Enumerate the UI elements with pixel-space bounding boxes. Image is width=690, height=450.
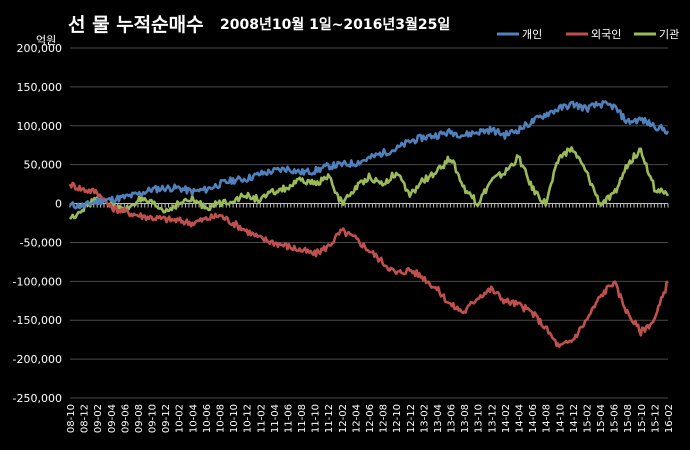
x-tick-label: 09-02 [93,404,104,433]
x-tick-label: 15-04 [596,404,607,433]
x-tick-label: 13-06 [447,404,458,433]
x-tick-label: 13-08 [460,404,471,433]
x-tick-label: 08-12 [80,404,91,433]
y-tick-label: 50,000 [24,159,63,172]
y-tick-label: 0 [55,198,62,211]
x-tick-label: 11-12 [324,404,335,433]
plot-lines [68,100,670,348]
x-tick-label: 12-06 [365,404,376,433]
x-tick-label: 10-04 [188,404,199,433]
x-tick-label: 15-12 [650,404,661,433]
x-tick-label: 13-10 [474,404,485,433]
x-tick-label: 10-02 [175,404,186,433]
series-line-3 [68,146,670,220]
x-tick-label: 11-06 [283,404,294,433]
series-line-2 [68,181,669,348]
x-axis-ticks [69,203,669,208]
x-tick-label: 10-06 [202,404,213,433]
y-tick-label: -150,000 [13,314,62,327]
x-tick-label: 15-08 [623,404,634,433]
x-tick-label: 14-04 [515,404,526,433]
x-tick-label: 09-10 [148,404,159,433]
x-tick-label: 14-08 [542,404,553,433]
x-tick-label: 12-12 [406,404,417,433]
y-tick-label: -250,000 [13,392,62,405]
x-tick-label: 14-02 [501,404,512,433]
x-tick-label: 15-02 [582,404,593,433]
x-tick-label: 09-06 [120,404,131,433]
x-axis: 08-10 08-12 09-02 09-04 09-06 09-08 09-10 09-12… [66,404,675,433]
x-tick-label: 16-02 [664,404,675,433]
y-tick-label: -50,000 [20,236,62,249]
x-tick-label: 13-02 [419,404,430,433]
x-tick-label: 14-06 [528,404,539,433]
x-tick-label: 13-12 [487,404,498,433]
y-tick-label: 100,000 [17,120,63,133]
x-tick-label: 08-10 [66,404,77,433]
y-axis: 200,000 150,000 100,000 50,000 0 -50,000 -100,… [13,42,62,405]
y-axis-unit: 억원 [36,34,56,47]
grid [70,47,668,399]
legend-label: 개인 [522,28,542,41]
x-tick-label: 09-04 [107,404,118,433]
x-tick-label: 13-04 [433,404,444,433]
y-tick-label: -200,000 [13,353,62,366]
x-tick-label: 11-04 [270,404,281,433]
x-tick-label: 12-10 [392,404,403,433]
x-tick-label: 10-08 [216,404,227,433]
x-tick-label: 11-10 [311,404,322,433]
x-tick-label: 10-12 [243,404,254,433]
y-tick-label: -100,000 [13,275,62,288]
x-tick-label: 12-08 [379,404,390,433]
legend-label: 외국인 [591,28,621,41]
x-tick-label: 12-02 [338,404,349,433]
x-tick-label: 10-10 [229,404,240,433]
x-tick-label: 09-12 [161,404,172,433]
x-tick-label: 15-10 [637,404,648,433]
legend-label: 기관 [659,28,679,41]
legend: 개인 외국인 기관 [497,28,679,41]
x-tick-label: 14-10 [555,404,566,433]
x-tick-label: 12-04 [351,404,362,433]
y-tick-label: 200,000 [17,42,63,55]
x-tick-label: 09-08 [134,404,145,433]
y-tick-label: 150,000 [17,81,63,94]
x-tick-label: 11-08 [297,404,308,433]
chart-title: 선 물 누적순매수 [68,14,204,36]
x-tick-label: 15-06 [610,404,621,433]
x-tick-label: 11-02 [256,404,267,433]
x-tick-label: 14-12 [569,404,580,433]
series-line-1 [69,100,670,210]
chart-subtitle: 2008년10월 1일~2016년3월25일 [220,16,450,33]
